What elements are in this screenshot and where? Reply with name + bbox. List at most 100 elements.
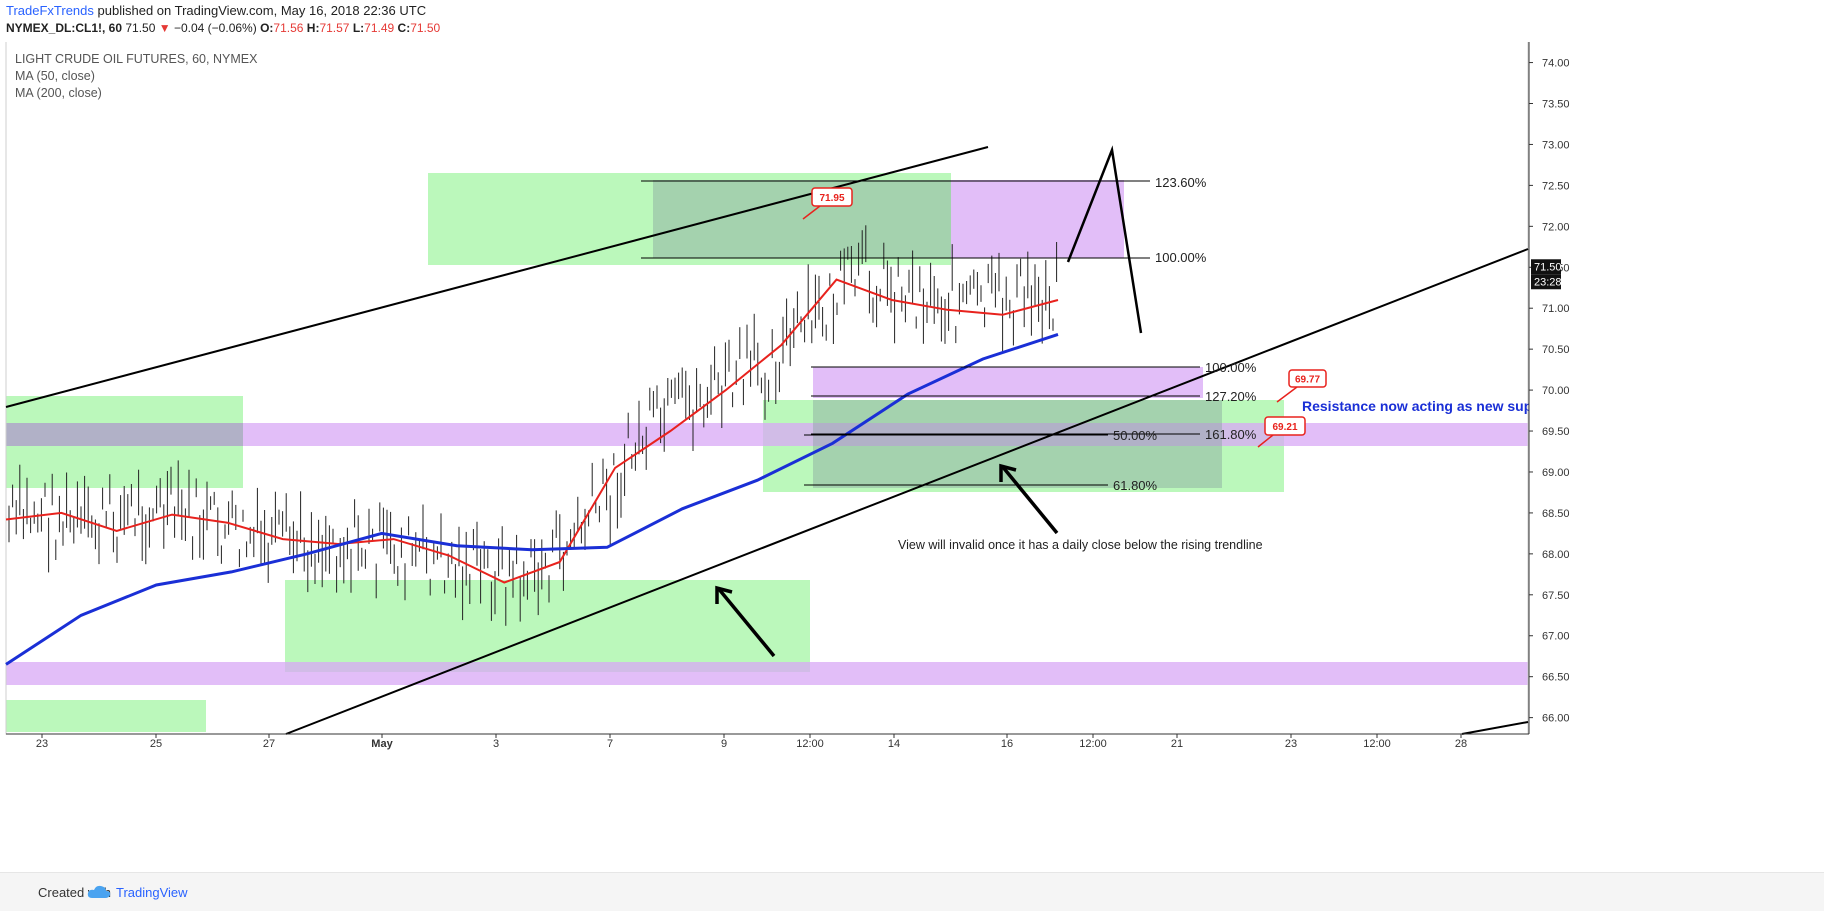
- callout-box: [1264, 416, 1306, 436]
- resistance-zone: [6, 662, 1528, 685]
- price-tick-label: 70.50: [1542, 344, 1570, 356]
- fib-label: 100.00%: [1155, 250, 1207, 265]
- callout-text: 71.95: [819, 193, 844, 204]
- resistance-zone: [951, 180, 1124, 258]
- up-arrow-head: [715, 585, 733, 604]
- support-zone: [428, 173, 951, 265]
- lower-trendline: [285, 248, 1529, 735]
- overlap-zone: [813, 400, 1222, 488]
- author-link[interactable]: TradeFxTrends: [6, 3, 94, 18]
- price-tick-label: 72.00: [1542, 221, 1570, 233]
- change-value: −0.04 (−0.06%): [173, 21, 257, 35]
- fib-label: 127.20%: [1205, 389, 1257, 404]
- time-tick-label: 9: [721, 738, 727, 750]
- invalid-arrow: [1000, 464, 1059, 535]
- support-zone: [285, 580, 810, 672]
- callout-pointer: [1257, 434, 1274, 448]
- fib-label: 161.80%: [1205, 427, 1257, 442]
- footer-bar: Created with TradingView: [0, 872, 1824, 911]
- countdown-label: 23:28: [1534, 276, 1562, 288]
- price-tick-label: 74.00: [1542, 58, 1570, 70]
- resistance-note: Resistance now acting as new sup: [1302, 398, 1532, 414]
- price-tick-label: 67.50: [1542, 590, 1570, 602]
- callout-box: [1288, 369, 1327, 388]
- ma200-line: [5, 332, 1059, 666]
- price-tick-label: 69.50: [1542, 426, 1570, 438]
- time-tick-label: 21: [1171, 738, 1183, 750]
- callout-text: 69.21: [1272, 422, 1297, 433]
- time-tick-label: 12:00: [1079, 738, 1107, 750]
- time-tick-label: May: [371, 738, 393, 750]
- ohlc-line: NYMEX_DL:CL1!, 60 71.50 ▼ −0.04 (−0.06%)…: [6, 21, 440, 35]
- open-value: 71.56: [273, 21, 304, 35]
- time-tick-label: 25: [150, 738, 162, 750]
- resistance-zone: [813, 367, 1203, 398]
- trendline-segment: [1461, 721, 1529, 735]
- price-tick-label: 66.50: [1542, 672, 1570, 684]
- open-label: O:: [260, 21, 274, 35]
- legend-title: LIGHT CRUDE OIL FUTURES, 60, NYMEX: [15, 52, 258, 66]
- symbol-label: NYMEX_DL:CL1!, 60: [6, 21, 123, 35]
- up-arrow: [716, 586, 776, 658]
- tradingview-cloud-icon: [87, 885, 111, 898]
- last-price-label: 71.50: [1534, 261, 1562, 273]
- callout-box: [811, 187, 853, 207]
- overlap-zone: [6, 423, 243, 446]
- countdown-badge: [1531, 274, 1561, 290]
- time-tick-label: 12:00: [1363, 738, 1391, 750]
- time-tick-label: 7: [607, 738, 613, 750]
- price-tick-label: 73.50: [1542, 99, 1570, 111]
- tradingview-link[interactable]: TradingView: [116, 885, 188, 900]
- time-tick-label: 28: [1455, 738, 1467, 750]
- price-tick-label: 68.00: [1542, 549, 1570, 561]
- fib-label: 50.00%: [1113, 428, 1158, 443]
- high-label: H:: [306, 21, 320, 35]
- invalid-note: View will invalid once it has a daily cl…: [898, 538, 1263, 552]
- time-tick-label: 23: [1285, 738, 1297, 750]
- chart-header: TradeFxTrends published on TradingView.c…: [0, 0, 1824, 42]
- time-axis-bg: [0, 735, 1824, 872]
- invalid-arrow-head: [999, 463, 1017, 482]
- last-price-badge: [1531, 259, 1561, 275]
- price-tick-label: 72.50: [1542, 180, 1570, 192]
- change-down-icon: ▼: [158, 21, 171, 35]
- legend-ma50[interactable]: MA (50, close): [15, 69, 95, 83]
- fib-label: 61.80%: [1113, 478, 1158, 493]
- time-tick-label: 14: [888, 738, 900, 750]
- time-tick-label: 12:00: [796, 738, 824, 750]
- projection-path: [1066, 145, 1143, 334]
- legend-ma200[interactable]: MA (200, close): [15, 86, 102, 100]
- price-tick-label: 70.00: [1542, 385, 1570, 397]
- chart-legend: LIGHT CRUDE OIL FUTURES, 60, NYMEX MA (5…: [15, 51, 257, 102]
- price-tick-label: 66.00: [1542, 713, 1570, 725]
- callout-pointer: [1276, 386, 1298, 403]
- fib-label: 100.00%: [1205, 360, 1257, 375]
- time-tick-label: 27: [263, 738, 275, 750]
- support-zone: [6, 700, 206, 732]
- published-text: published on TradingView.com, May 16, 20…: [93, 3, 427, 18]
- callout-pointer: [802, 205, 821, 220]
- time-tick-label: 3: [493, 738, 499, 750]
- close-value: 71.50: [410, 21, 441, 35]
- price-tick-label: 67.00: [1542, 631, 1570, 643]
- time-tick-label: 16: [1001, 738, 1013, 750]
- price-tick-label: 73.00: [1542, 139, 1570, 151]
- fib-label: 123.60%: [1155, 175, 1207, 190]
- resistance-zone: [6, 423, 1528, 446]
- publish-line: TradeFxTrends published on TradingView.c…: [6, 3, 426, 18]
- last-price: 71.50: [125, 21, 156, 35]
- low-label: L:: [352, 21, 365, 35]
- price-tick-label: 71.00: [1542, 303, 1570, 315]
- low-value: 71.49: [364, 21, 395, 35]
- high-value: 71.57: [319, 21, 350, 35]
- overlap-zone: [653, 180, 951, 258]
- callout-text: 69.77: [1295, 375, 1320, 386]
- price-tick-label: 68.50: [1542, 508, 1570, 520]
- price-axis-bg: [1529, 38, 1824, 734]
- price-tick-label: 69.00: [1542, 467, 1570, 479]
- time-tick-label: 23: [36, 738, 48, 750]
- close-label: C:: [397, 21, 411, 35]
- ma50-line: [5, 278, 1059, 584]
